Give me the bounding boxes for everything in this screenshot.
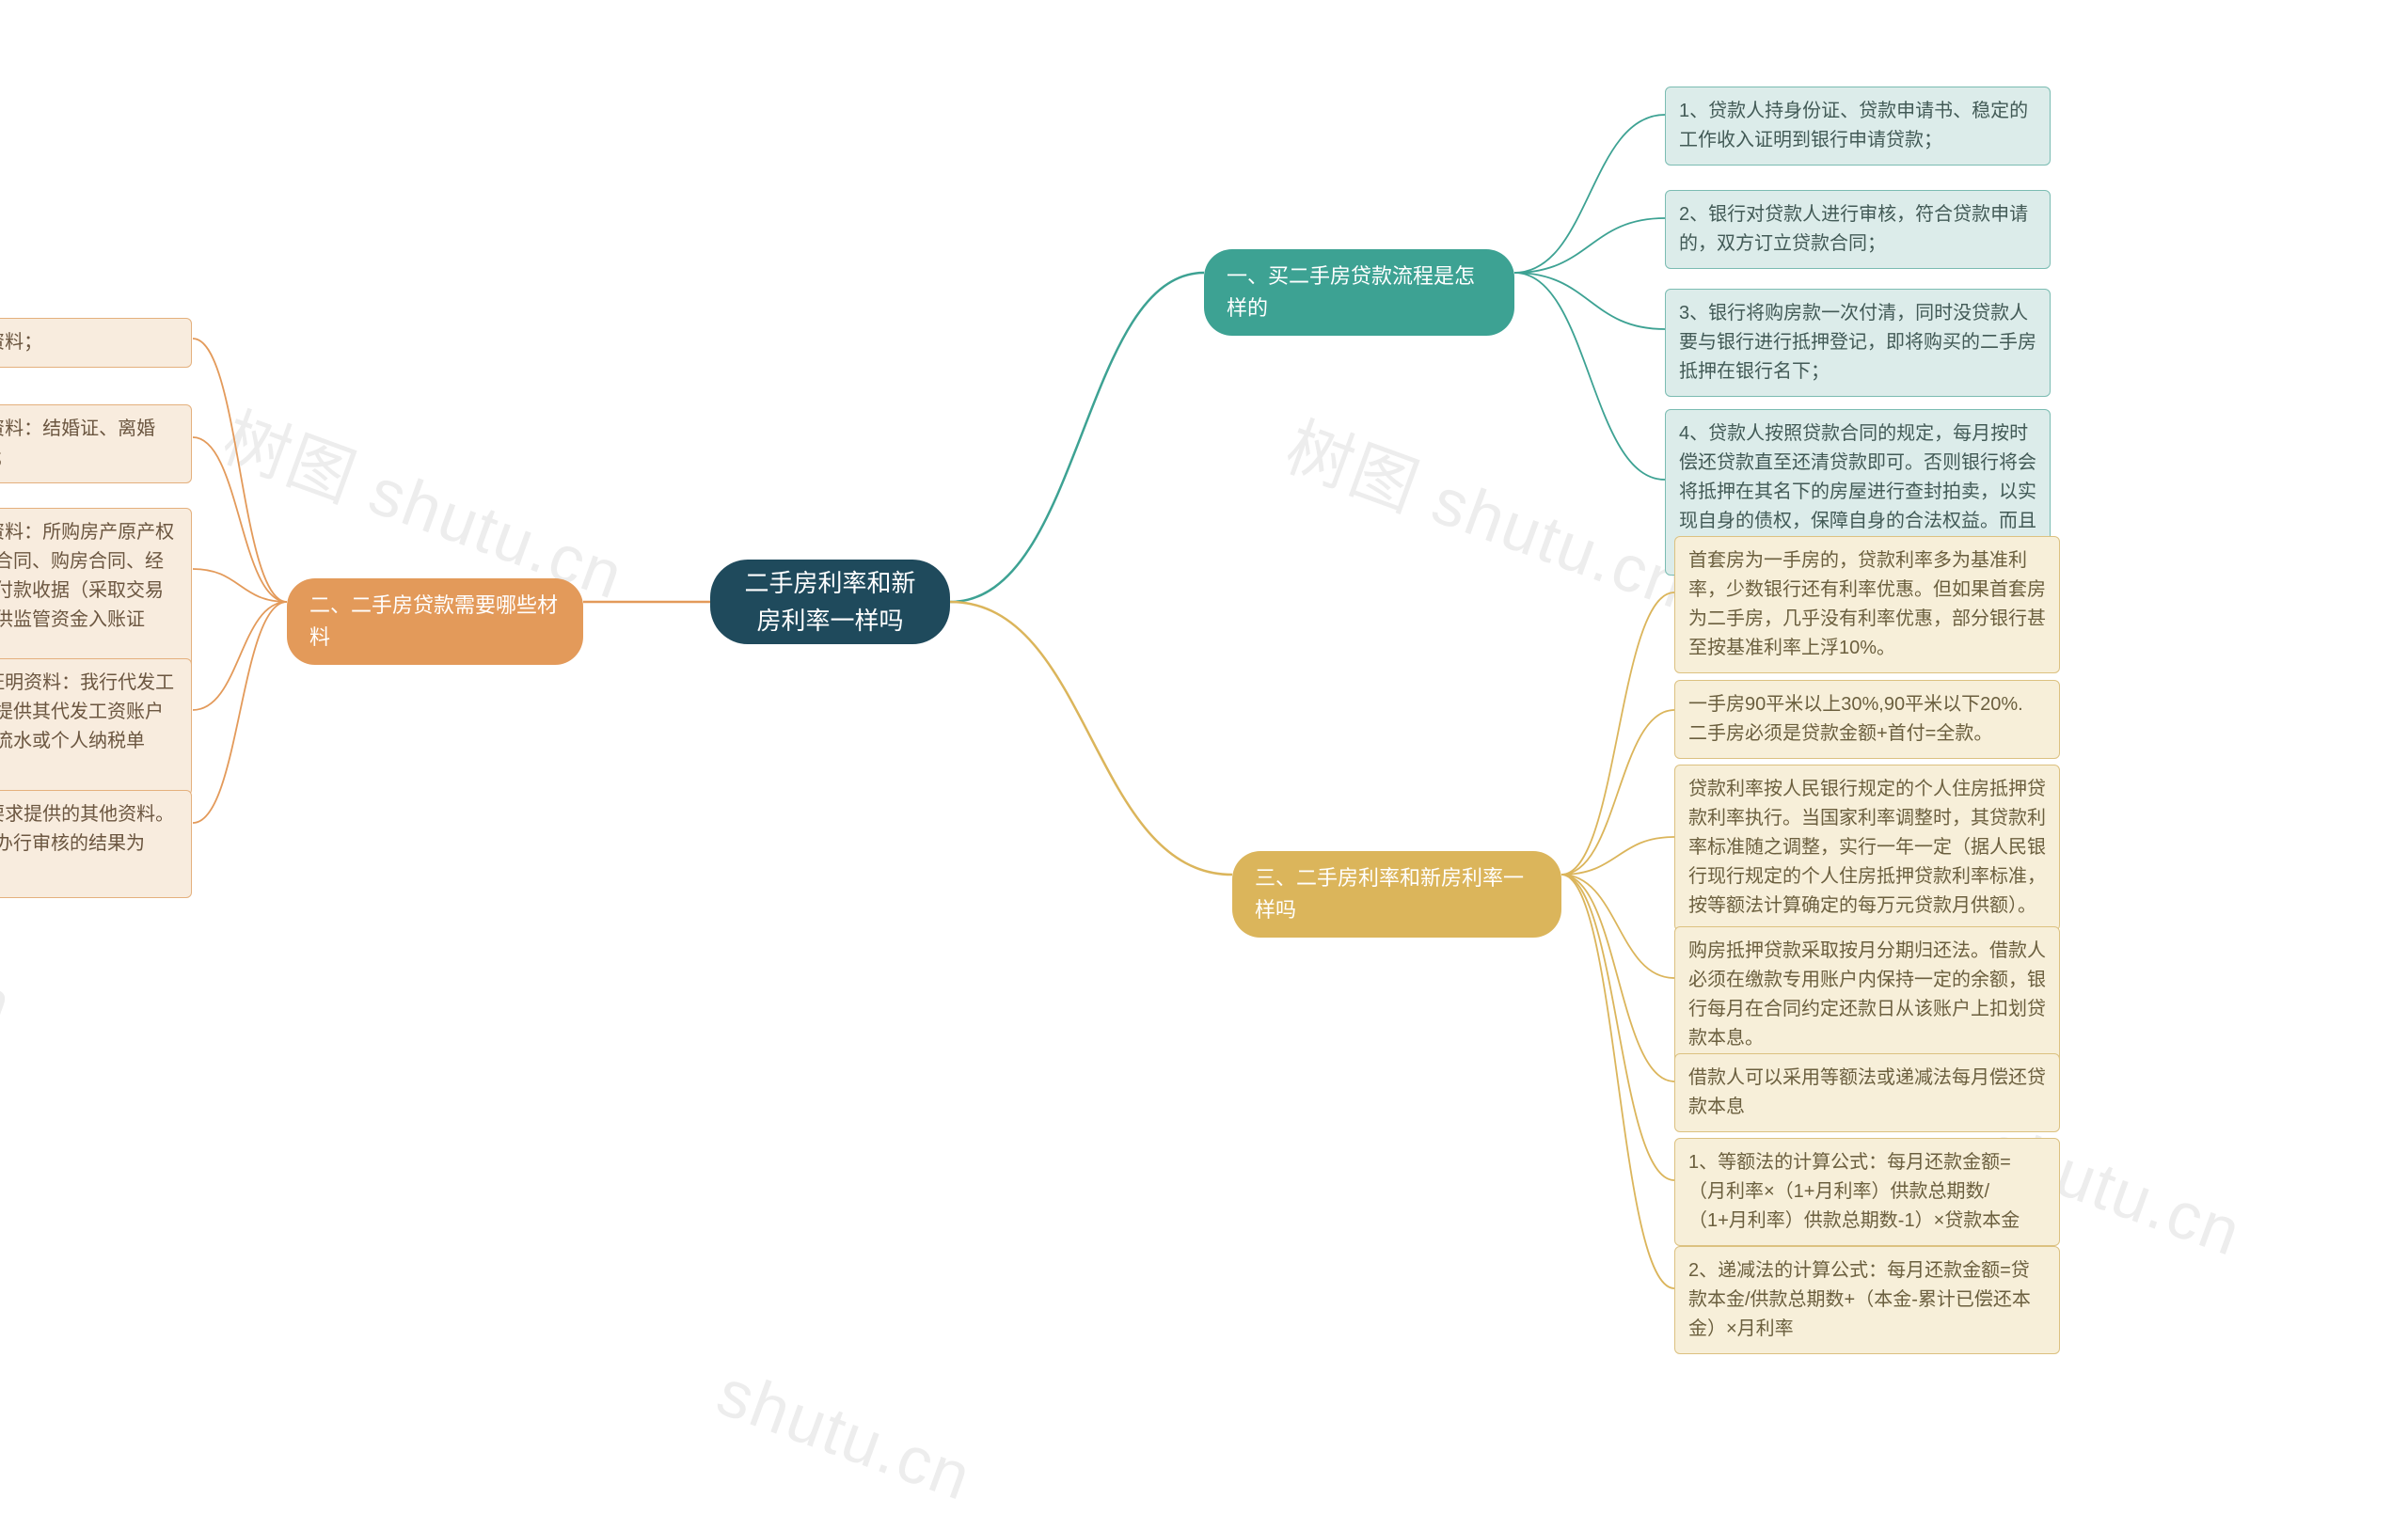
leaf-text: 首套房为一手房的，贷款利率多为基准利率，少数银行还有利率优惠。但如果首套房为二手… (1688, 546, 2046, 663)
watermark: shutu.cn (708, 1354, 982, 1515)
branch-3-leaf-5[interactable]: 借款人可以采用等额法或递减法每月偿还贷款本息 (1674, 1053, 2060, 1132)
branch-3[interactable]: 三、二手房利率和新房利率一样吗 (1232, 851, 1561, 938)
branch-2-label: 二、二手房贷款需要哪些材料 (309, 590, 561, 654)
branch-1[interactable]: 一、买二手房贷款流程是怎样的 (1204, 249, 1514, 336)
branch-3-leaf-1[interactable]: 首套房为一手房的，贷款利率多为基准利率，少数银行还有利率优惠。但如果首套房为二手… (1674, 536, 2060, 673)
leaf-text: 一手房90平米以上30%,90平米以下20%. 二手房必须是贷款金额+首付=全款… (1688, 690, 2046, 749)
branch-3-label: 三、二手房利率和新房利率一样吗 (1255, 862, 1539, 926)
root-label: 二手房利率和新房利率一样吗 (738, 564, 922, 640)
leaf-text: 1、等额法的计算公式：每月还款金额=（月利率×（1+月利率）供款总期数/（1+月… (1688, 1148, 2046, 1236)
branch-2-leaf-4[interactable]: （4）还款能力证明资料：我行代发工资客户可以直接提供其代发工资账户流水；社保账户… (0, 658, 192, 796)
branch-2-leaf-1[interactable]: （1）身份证明资料； (0, 318, 192, 368)
root-node[interactable]: 二手房利率和新房利率一样吗 (710, 560, 950, 644)
leaf-text: 1、贷款人持身份证、贷款申请书、稳定的工作收入证明到银行申请贷款； (1679, 97, 2036, 155)
branch-3-leaf-2[interactable]: 一手房90平米以上30%,90平米以下20%. 二手房必须是贷款金额+首付=全款… (1674, 680, 2060, 759)
leaf-text: 借款人可以采用等额法或递减法每月偿还贷款本息 (1688, 1064, 2046, 1122)
watermark: 树图 shutu.cn (1275, 395, 1702, 627)
leaf-text: 贷款利率按人民银行规定的个人住房抵押贷款利率执行。当国家利率调整时，其贷款利率标… (1688, 775, 2046, 921)
leaf-text: 2、银行对贷款人进行审核，符合贷款申请的，双方订立贷款合同； (1679, 200, 2036, 259)
leaf-text: 购房抵押贷款采取按月分期归还法。借款人必须在缴款专用账户内保持一定的余额，银行每… (1688, 937, 2046, 1053)
leaf-text: 3、银行将购房款一次付清，同时没贷款人要与银行进行抵押登记，即将购买的二手房抵押… (1679, 299, 2036, 387)
branch-2-leaf-2[interactable]: （2）婚姻证明资料：结婚证、离婚证、未婚声明等； (0, 404, 192, 483)
branch-1-leaf-1[interactable]: 1、贷款人持身份证、贷款申请书、稳定的工作收入证明到银行申请贷款； (1665, 87, 2051, 166)
leaf-text: （5）经办机构要求提供的其他资料。届时请以贷款经办行审核的结果为准。 (0, 800, 178, 888)
leaf-text: （3）用途证明资料：所购房产原产权证明资料、购房合同、购房合同、经售房人确认的首… (0, 518, 178, 664)
leaf-text: （1）身份证明资料； (0, 328, 42, 357)
leaf-text: （4）还款能力证明资料：我行代发工资客户可以直接提供其代发工资账户流水；社保账户… (0, 669, 178, 785)
branch-3-leaf-6[interactable]: 1、等额法的计算公式：每月还款金额=（月利率×（1+月利率）供款总期数/（1+月… (1674, 1138, 2060, 1246)
branch-3-leaf-4[interactable]: 购房抵押贷款采取按月分期归还法。借款人必须在缴款专用账户内保持一定的余额，银行每… (1674, 926, 2060, 1064)
branch-3-leaf-3[interactable]: 贷款利率按人民银行规定的个人住房抵押贷款利率执行。当国家利率调整时，其贷款利率标… (1674, 765, 2060, 931)
branch-2[interactable]: 二、二手房贷款需要哪些材料 (287, 578, 583, 665)
watermark: .cn (0, 940, 22, 1043)
branch-1-leaf-2[interactable]: 2、银行对贷款人进行审核，符合贷款申请的，双方订立贷款合同； (1665, 190, 2051, 269)
leaf-text: 2、递减法的计算公式：每月还款金额=贷款本金/供款总期数+（本金-累计已偿还本金… (1688, 1256, 2046, 1344)
leaf-text: （2）婚姻证明资料：结婚证、离婚证、未婚声明等； (0, 415, 178, 473)
branch-2-leaf-5[interactable]: （5）经办机构要求提供的其他资料。届时请以贷款经办行审核的结果为准。 (0, 790, 192, 898)
branch-2-leaf-3[interactable]: （3）用途证明资料：所购房产原产权证明资料、购房合同、购房合同、经售房人确认的首… (0, 508, 192, 674)
branch-1-label: 一、买二手房贷款流程是怎样的 (1227, 260, 1492, 324)
branch-1-leaf-3[interactable]: 3、银行将购房款一次付清，同时没贷款人要与银行进行抵押登记，即将购买的二手房抵押… (1665, 289, 2051, 397)
branch-3-leaf-7[interactable]: 2、递减法的计算公式：每月还款金额=贷款本金/供款总期数+（本金-累计已偿还本金… (1674, 1246, 2060, 1354)
